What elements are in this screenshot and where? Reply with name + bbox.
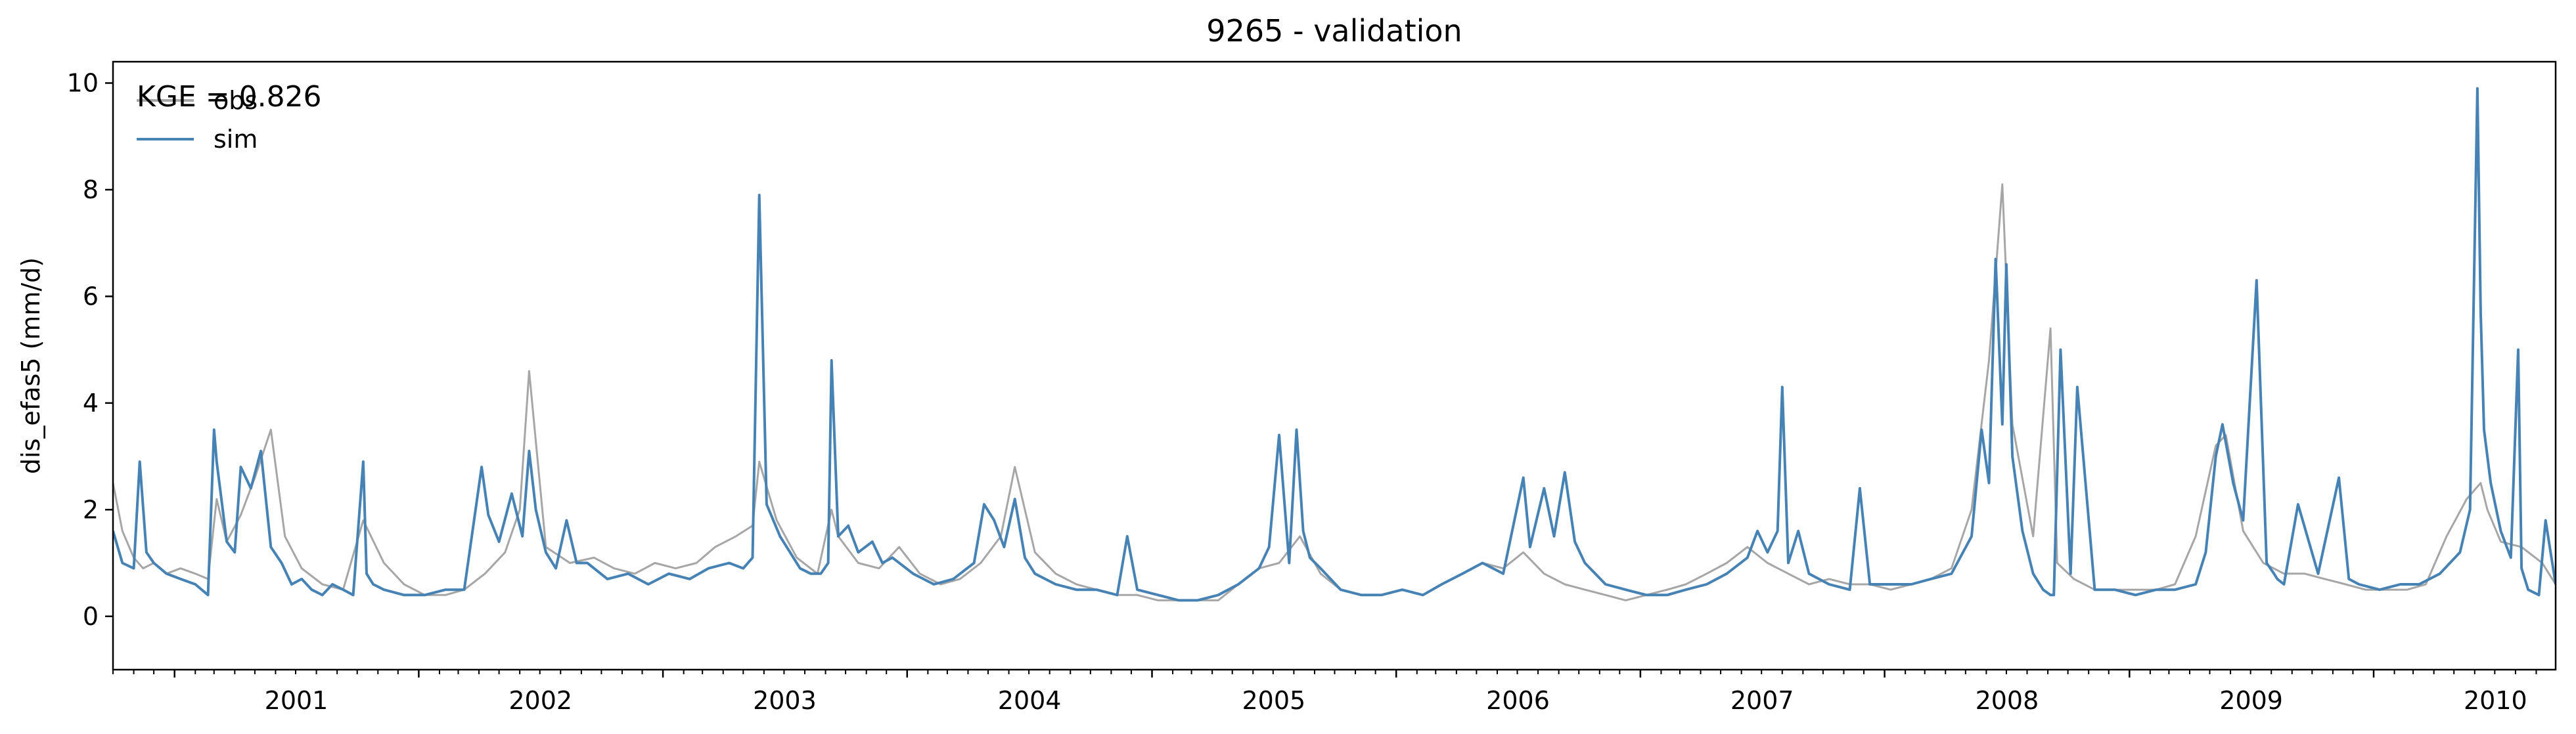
y-tick-label: 10 — [67, 68, 99, 97]
x-tick-label: 2004 — [998, 686, 1062, 715]
series-line-sim — [113, 87, 2556, 602]
x-tick-label: 2006 — [1486, 686, 1550, 715]
x-tick-label: 2008 — [1976, 686, 2039, 715]
legend-label-obs: obs — [214, 86, 258, 115]
y-tick-label: 8 — [83, 175, 99, 204]
y-tick-label: 4 — [83, 389, 99, 418]
x-tick-label: 2005 — [1242, 686, 1305, 715]
legend-label-sim: sim — [214, 125, 258, 154]
x-tick-label: 2007 — [1730, 686, 1794, 715]
x-tick-label: 2003 — [753, 686, 817, 715]
legend: obs sim — [137, 86, 258, 154]
x-tick-label: 2010 — [2464, 686, 2527, 715]
x-tick-label: 2009 — [2219, 686, 2283, 715]
x-tick-label: 2002 — [508, 686, 572, 715]
kge-annotation: KGE = 0.826 — [137, 80, 322, 114]
series-layer — [113, 87, 2556, 602]
y-axis: 0 2 4 6 8 10 — [67, 68, 113, 631]
y-tick-label: 2 — [83, 495, 99, 524]
x-axis: 2001 2002 2003 2004 2005 2006 2007 2008 2009 2010 — [112, 670, 2537, 715]
y-tick-label: 6 — [83, 282, 99, 311]
y-tick-label: 0 — [83, 602, 99, 631]
y-axis-label: dis_efas5 (mm/d) — [16, 257, 45, 474]
x-tick-label: 2001 — [265, 686, 328, 715]
chart-title: 9265 - validation — [1206, 13, 1462, 49]
